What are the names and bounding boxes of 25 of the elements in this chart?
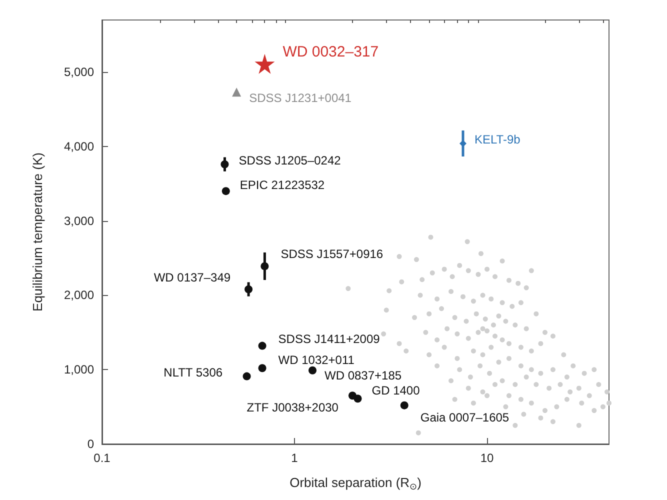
data-label: SDSS J1205–0242	[238, 153, 342, 168]
data-label: Gaia 0007–1605	[420, 410, 510, 424]
series-label: KELT-9b	[474, 132, 521, 146]
y-axis-title: Equilibrium temperature (K)	[30, 152, 45, 312]
data-label: ZTF J0038+2030	[246, 400, 339, 415]
data-label: WD 1032+011	[278, 353, 355, 368]
y-tick-label: 0	[87, 437, 94, 451]
data-label: SDSS J1411+2009	[278, 332, 380, 346]
data-label: WD 0137–349	[154, 270, 231, 284]
data-label: SDSS J1557+0916	[280, 247, 384, 262]
x-tick-label: 0.1	[94, 451, 111, 465]
data-label: WD 0837+185	[324, 368, 402, 382]
x-axis-title: Orbital separation (R⊙)	[290, 475, 422, 492]
series-label: SDSS J1231+0041	[249, 91, 352, 106]
y-tick-label: 3,000	[64, 214, 94, 228]
x-tick-label: 10	[480, 451, 494, 465]
y-tick-label: 5,000	[64, 65, 94, 80]
y-tick-label: 4,000	[64, 139, 94, 154]
y-tick-label: 1,000	[64, 362, 94, 377]
data-label: EPIC 21223532	[240, 178, 325, 192]
data-label: GD 1400	[372, 384, 420, 398]
data-label: NLTT 5306	[164, 365, 223, 380]
series-label: WD 0032–317	[282, 43, 379, 60]
y-tick-label: 2,000	[64, 288, 94, 302]
x-tick-label: 1	[291, 451, 298, 465]
